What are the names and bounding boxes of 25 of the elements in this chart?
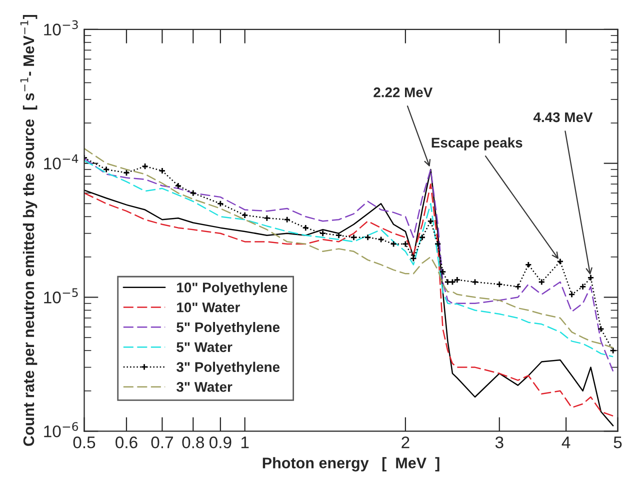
y-tick-label: 10$^{−3}$ xyxy=(44,20,78,36)
x-tick-label: 0.5 xyxy=(73,436,96,448)
x-tick-label: 0.7 xyxy=(151,436,173,448)
x-tick-label: 0.8 xyxy=(182,436,204,448)
x-tick-label: 1 xyxy=(241,436,249,448)
y-tick-label: 10$^{−5}$ xyxy=(44,288,78,304)
annotation: Escape peaks xyxy=(432,137,522,150)
y-tick-label: 10$^{−4}$ xyxy=(44,154,78,170)
y-axis-title: Count rate per neutron emitted by the source [ s$^{−1}$- MeV$^{−1}$] xyxy=(20,14,38,446)
legend-label: 3" Water xyxy=(176,382,232,392)
legend-label: 10" Polyethylene xyxy=(177,282,288,296)
x-tick-label: 2 xyxy=(402,436,410,448)
x-tick-label: 0.6 xyxy=(116,436,138,448)
x-tick-label: 4 xyxy=(562,436,570,448)
y-tick-label: 10$^{−6}$ xyxy=(44,422,78,438)
legend-label: 10" Water xyxy=(177,302,240,312)
x-axis-title: Photon energy [ MeV ] xyxy=(262,457,440,472)
legend-label: 5" Polyethylene xyxy=(176,322,280,335)
x-tick-label: 3 xyxy=(495,436,504,448)
annotation: 4.43 MeV xyxy=(533,112,593,122)
annotation: 2.22 MeV xyxy=(374,87,433,98)
legend-label: 5" Water xyxy=(176,342,232,352)
x-tick-label: 5 xyxy=(614,436,622,448)
legend-label: 3" Polyethylene xyxy=(176,362,280,375)
x-tick-label: 0.9 xyxy=(210,436,232,448)
